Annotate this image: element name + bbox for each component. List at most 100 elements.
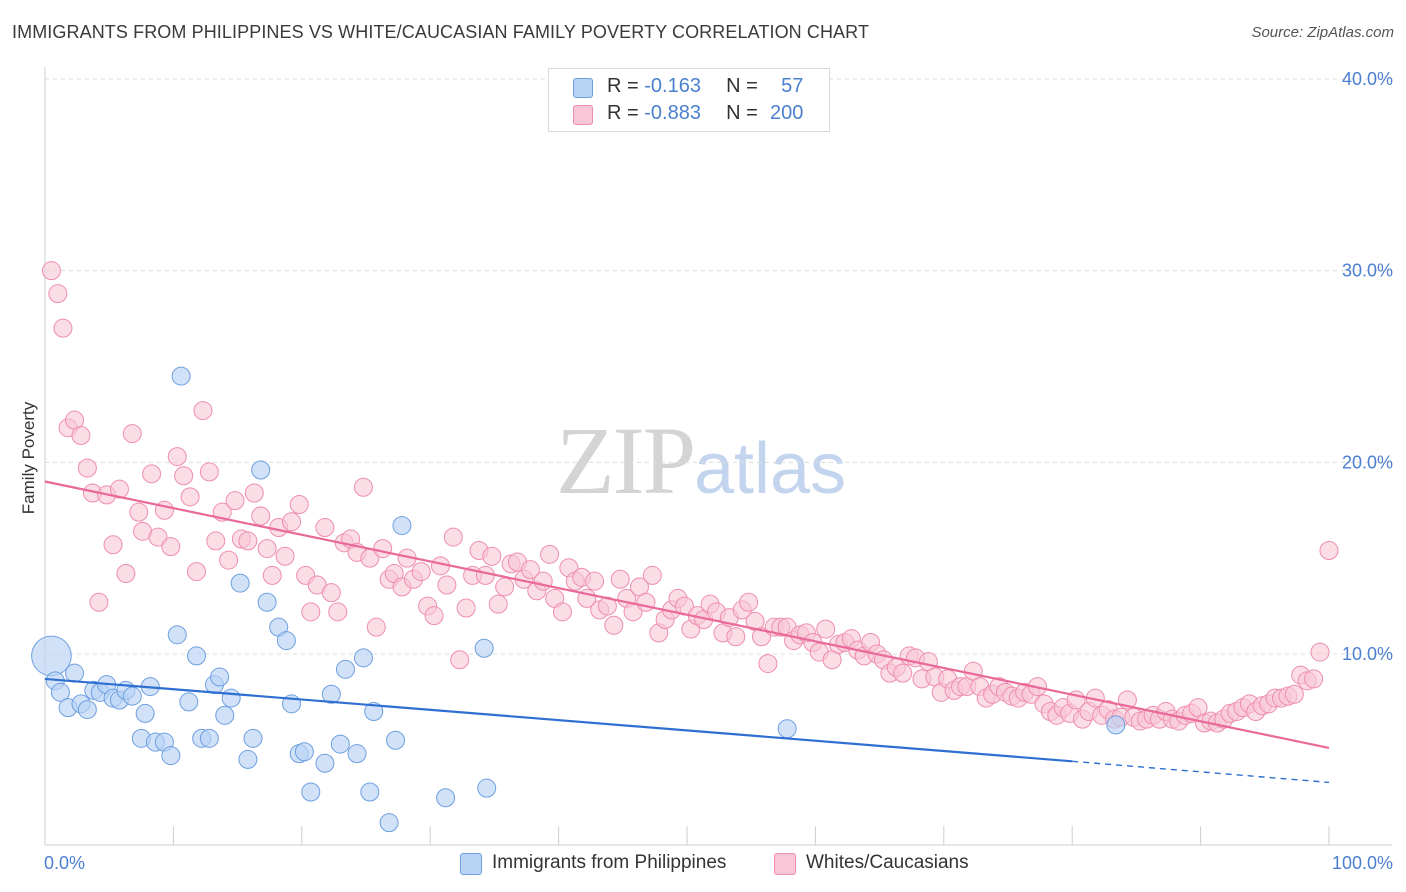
philippines-point bbox=[221, 688, 241, 708]
whites-point bbox=[275, 546, 295, 566]
whites-point bbox=[585, 571, 605, 591]
tick-labels: 10.0% 20.0% 30.0% 40.0% 0.0% 100.0% bbox=[44, 69, 1393, 873]
legend-r-label: R = bbox=[607, 102, 645, 124]
philippines-point bbox=[1106, 715, 1126, 735]
philippines-point bbox=[276, 631, 296, 651]
watermark-atlas: atlas bbox=[694, 429, 847, 509]
whites-point bbox=[353, 477, 373, 497]
whites-point bbox=[129, 502, 149, 522]
philippines-point bbox=[777, 719, 797, 739]
whites-point bbox=[366, 617, 386, 637]
whites-point bbox=[1304, 669, 1324, 689]
whites-point bbox=[321, 583, 341, 603]
whites-point bbox=[116, 564, 136, 583]
philippines-point bbox=[50, 682, 70, 702]
whites-point bbox=[475, 565, 495, 585]
whites-point bbox=[1319, 541, 1339, 560]
whites-point bbox=[411, 562, 431, 582]
whites-point bbox=[495, 577, 515, 597]
whites-point bbox=[206, 531, 226, 551]
whites-point bbox=[450, 650, 470, 670]
philippines-point bbox=[179, 692, 199, 712]
philippines-point bbox=[321, 684, 341, 704]
y-tick-label: 20.0% bbox=[1342, 452, 1393, 472]
bottom-legend-swatch-philippines bbox=[460, 853, 482, 875]
whites-point bbox=[225, 491, 245, 511]
y-tick-label: 10.0% bbox=[1342, 644, 1393, 664]
bottom-legend-label-philippines: Immigrants from Philippines bbox=[492, 852, 727, 873]
whites-point bbox=[193, 401, 213, 421]
whites-point bbox=[604, 615, 624, 635]
whites-point bbox=[488, 594, 508, 614]
watermark: ZIPatlas bbox=[556, 405, 846, 516]
philippines-point bbox=[171, 366, 191, 386]
y-axis-title: Family Poverty bbox=[19, 401, 38, 514]
philippines-point bbox=[65, 663, 85, 683]
whites-point bbox=[109, 479, 129, 499]
philippines-point bbox=[230, 573, 250, 593]
whites-point bbox=[174, 466, 194, 486]
philippines-point bbox=[477, 778, 497, 798]
whites-point bbox=[161, 537, 181, 557]
whites-point bbox=[257, 539, 277, 559]
whites-point bbox=[642, 565, 662, 585]
whites-point bbox=[282, 512, 302, 532]
philippines-point bbox=[335, 659, 355, 679]
whites-point bbox=[238, 531, 258, 551]
whites-point bbox=[103, 535, 123, 555]
whites-point bbox=[751, 627, 771, 647]
philippines-point bbox=[301, 782, 321, 802]
philippines-point bbox=[257, 592, 277, 612]
chart-source: Source: ZipAtlas.com bbox=[1251, 24, 1394, 41]
whites-point bbox=[48, 284, 68, 304]
whites-point bbox=[1310, 642, 1330, 662]
philippines-points bbox=[31, 366, 1126, 833]
y-tick-label: 30.0% bbox=[1342, 261, 1393, 281]
whites-point bbox=[41, 261, 61, 281]
legend-swatch-philippines bbox=[573, 78, 593, 98]
philippines-point bbox=[353, 648, 373, 668]
watermark-zip: ZIP bbox=[556, 407, 696, 514]
philippines-point bbox=[238, 749, 258, 769]
whites-point bbox=[142, 464, 162, 484]
whites-point bbox=[816, 619, 836, 639]
philippines-point bbox=[215, 705, 235, 725]
philippines-trend-line bbox=[44, 677, 1073, 763]
whites-point bbox=[187, 562, 207, 582]
philippines-point bbox=[251, 460, 271, 480]
whites-point bbox=[1284, 684, 1304, 704]
whites-point bbox=[289, 495, 309, 514]
philippines-point bbox=[31, 635, 72, 677]
legend-n-value: 57 bbox=[781, 75, 804, 97]
bottom-legend-label-whites: Whites/Caucasians bbox=[806, 852, 969, 873]
whites-point bbox=[373, 539, 393, 559]
whites-point bbox=[148, 527, 168, 547]
bottom-legend-swatch-whites bbox=[774, 853, 796, 875]
philippines-point bbox=[360, 782, 380, 802]
philippines-point bbox=[294, 742, 314, 762]
whites-point bbox=[315, 518, 335, 537]
legend-swatch-whites bbox=[573, 105, 593, 125]
legend-n-value: 200 bbox=[769, 102, 804, 124]
philippines-point bbox=[386, 730, 406, 750]
trend-lines bbox=[44, 480, 1330, 784]
philippines-point bbox=[135, 703, 155, 723]
whites-point bbox=[219, 550, 239, 570]
philippines-trend-extension bbox=[1072, 760, 1330, 784]
stats-legend: R = -0.163 N = 57 R = -0.883 N = 200 bbox=[548, 68, 830, 132]
whites-point bbox=[552, 602, 572, 622]
whites-point bbox=[520, 560, 540, 580]
philippines-point bbox=[315, 753, 335, 773]
whites-point bbox=[726, 627, 746, 647]
whites-point bbox=[610, 569, 630, 589]
philippines-point bbox=[474, 638, 494, 658]
whites-point bbox=[328, 602, 348, 622]
whites-point bbox=[533, 571, 553, 591]
philippines-point bbox=[330, 734, 350, 754]
philippines-point bbox=[161, 746, 181, 766]
whites-point bbox=[199, 462, 219, 482]
whites-point bbox=[443, 527, 463, 547]
whites-point bbox=[71, 426, 91, 445]
whites-point bbox=[167, 447, 187, 467]
